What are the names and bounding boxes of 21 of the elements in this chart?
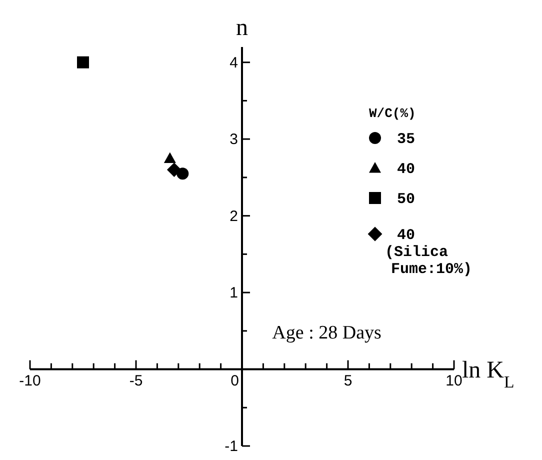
x-tick-label: -5 [129, 372, 143, 390]
legend-label: 40 (Silica Fume:10%) [385, 227, 472, 278]
x-tick-label: 5 [344, 372, 352, 390]
legend-label: 40 [397, 161, 416, 178]
legend-label: 35 [397, 131, 416, 148]
y-tick-label: 1 [230, 284, 238, 302]
x-tick-label: 10 [446, 372, 462, 390]
annotation: Age : 28 Days [272, 322, 382, 344]
point [77, 56, 89, 68]
point [166, 162, 182, 177]
legend-title: W/C(%) [369, 106, 416, 121]
x-axis-title: ln K$_{L}$ [462, 357, 514, 391]
point [164, 152, 176, 164]
y-tick-label: 4 [230, 54, 238, 72]
y-tick-label: 2 [230, 208, 238, 225]
x-tick-label: 0 [230, 372, 239, 390]
y-tick-label: 3 [230, 131, 238, 148]
legend-label: 50 [397, 191, 416, 208]
y-axis-title: n [236, 15, 248, 41]
y-tick-label: -1 [224, 438, 238, 455]
x-tick-label: -10 [19, 372, 41, 390]
